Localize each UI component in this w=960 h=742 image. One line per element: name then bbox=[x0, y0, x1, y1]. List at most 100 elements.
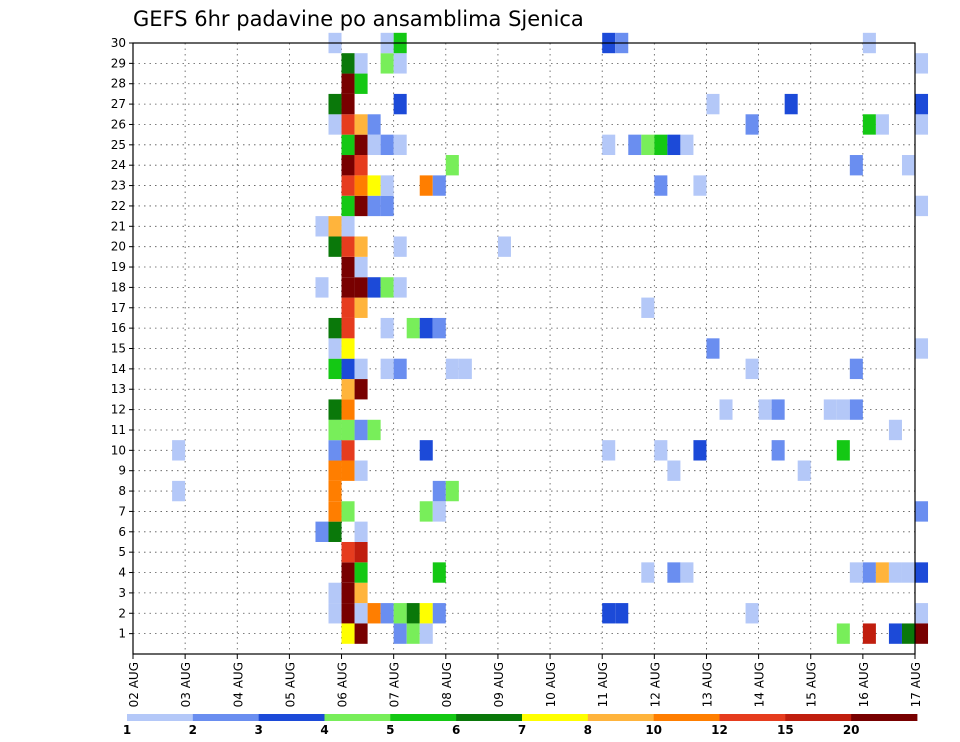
heatmap-cell bbox=[615, 603, 629, 624]
x-tick-label: 03 AUG bbox=[179, 662, 193, 707]
heatmap-cell bbox=[315, 216, 329, 237]
colorbar-swatch bbox=[785, 714, 852, 721]
heatmap-cell bbox=[888, 419, 902, 441]
heatmap-cell bbox=[419, 175, 433, 196]
x-tick-label: 17 AUG bbox=[909, 662, 923, 707]
heatmap-cell bbox=[380, 317, 394, 339]
heatmap-cell bbox=[393, 623, 407, 644]
x-tick-label: 12 AUG bbox=[648, 662, 662, 707]
x-tick-label: 10 AUG bbox=[544, 662, 558, 707]
heatmap-cell bbox=[341, 53, 355, 74]
heatmap-cell bbox=[419, 603, 433, 624]
heatmap-cell bbox=[771, 399, 785, 420]
heatmap-cell bbox=[693, 175, 707, 196]
colorbar-swatch bbox=[653, 714, 720, 721]
colorbar-label: 3 bbox=[254, 723, 262, 737]
heatmap-cell bbox=[745, 358, 759, 380]
x-tick-label: 05 AUG bbox=[283, 662, 297, 707]
heatmap-cell bbox=[341, 277, 355, 298]
heatmap-cell bbox=[328, 399, 342, 420]
heatmap-cell bbox=[406, 317, 420, 339]
heatmap-cell bbox=[341, 114, 355, 135]
y-tick-label: 26 bbox=[111, 117, 126, 131]
heatmap-cell bbox=[862, 114, 876, 135]
heatmap-cell bbox=[354, 155, 368, 176]
heatmap-cell bbox=[875, 562, 889, 583]
heatmap-cell bbox=[419, 317, 433, 339]
colorbar-swatch bbox=[258, 714, 325, 721]
heatmap-cell bbox=[341, 358, 355, 380]
heatmap-cell bbox=[445, 155, 459, 176]
y-tick-label: 20 bbox=[111, 240, 126, 254]
heatmap-cell bbox=[367, 114, 381, 135]
heatmap-cell bbox=[836, 399, 850, 420]
heatmap-cell bbox=[849, 562, 863, 583]
heatmap-cell bbox=[393, 53, 407, 74]
y-tick-label: 1 bbox=[118, 627, 126, 641]
heatmap-cell bbox=[915, 338, 929, 359]
heatmap-cell bbox=[419, 440, 433, 461]
heatmap-cell bbox=[393, 236, 407, 257]
heatmap-cell bbox=[367, 134, 381, 156]
y-tick-label: 17 bbox=[111, 301, 126, 315]
heatmap-cell bbox=[915, 501, 929, 522]
heatmap-cell bbox=[315, 521, 329, 542]
heatmap-cell bbox=[341, 419, 355, 441]
heatmap-cell bbox=[367, 175, 381, 196]
heatmap-cell bbox=[641, 562, 655, 583]
heatmap-cell bbox=[693, 440, 707, 461]
heatmap-cell bbox=[901, 623, 915, 644]
heatmap-cell bbox=[341, 623, 355, 644]
y-tick-label: 6 bbox=[118, 525, 126, 539]
y-tick-label: 9 bbox=[118, 464, 126, 478]
heatmap-cell bbox=[367, 277, 381, 298]
heatmap-cell bbox=[784, 93, 798, 115]
heatmap-cell bbox=[667, 562, 681, 583]
heatmap-cell bbox=[758, 399, 772, 420]
colorbar-label: 20 bbox=[843, 723, 860, 737]
colorbar-label: 8 bbox=[584, 723, 592, 737]
heatmap-cell bbox=[341, 541, 355, 563]
heatmap-cell bbox=[341, 501, 355, 522]
heatmap-cell bbox=[341, 460, 355, 481]
heatmap-cell bbox=[341, 195, 355, 217]
y-tick-label: 5 bbox=[118, 545, 126, 559]
heatmap-cell bbox=[354, 256, 368, 278]
heatmap-cell bbox=[354, 562, 368, 583]
y-tick-label: 14 bbox=[111, 362, 126, 376]
heatmap-cell bbox=[497, 236, 511, 257]
heatmap-cell bbox=[915, 195, 929, 217]
colorbar-label: 1 bbox=[123, 723, 131, 737]
colorbar-swatch bbox=[522, 714, 589, 721]
heatmap-cell bbox=[328, 216, 342, 237]
y-tick-label: 25 bbox=[111, 138, 126, 152]
colorbar-swatch bbox=[456, 714, 523, 721]
heatmap-cell bbox=[172, 440, 186, 461]
heatmap-cell bbox=[354, 114, 368, 135]
heatmap-cell bbox=[341, 399, 355, 420]
heatmap-cell bbox=[915, 93, 929, 115]
heatmap-cell bbox=[901, 155, 915, 176]
colorbar-label: 2 bbox=[189, 723, 197, 737]
heatmap-cell bbox=[354, 521, 368, 542]
x-tick-label: 06 AUG bbox=[336, 662, 350, 707]
heatmap-cell bbox=[380, 358, 394, 380]
heatmap-cell bbox=[380, 175, 394, 196]
x-tick-label: 09 AUG bbox=[492, 662, 506, 707]
chart-title: GEFS 6hr padavine po ansamblima Sjenica bbox=[133, 7, 584, 31]
heatmap-cell bbox=[354, 419, 368, 441]
heatmap-cell bbox=[354, 236, 368, 257]
heatmap-cell bbox=[341, 379, 355, 400]
colorbar-swatch bbox=[127, 714, 194, 721]
x-tick-label: 08 AUG bbox=[440, 662, 454, 707]
heatmap-cell bbox=[328, 338, 342, 359]
heatmap-cell bbox=[380, 53, 394, 74]
colorbar-swatch bbox=[192, 714, 260, 721]
heatmap-cell bbox=[380, 277, 394, 298]
heatmap-cell bbox=[354, 73, 368, 94]
colorbar-swatch bbox=[390, 714, 457, 721]
y-tick-label: 18 bbox=[111, 280, 126, 294]
y-tick-label: 23 bbox=[111, 179, 126, 193]
heatmap-cell bbox=[862, 623, 876, 644]
heatmap-cell bbox=[328, 114, 342, 135]
